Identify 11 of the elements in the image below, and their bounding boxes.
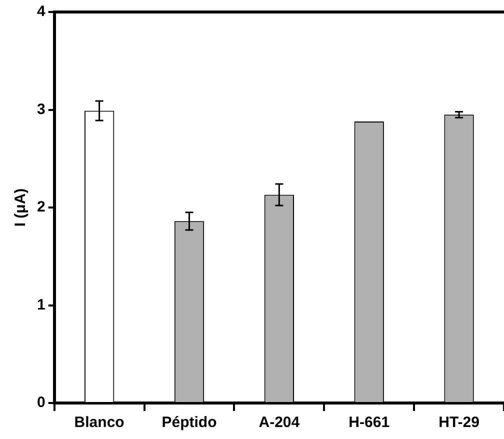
- x-tick-label: Blanco: [74, 414, 124, 432]
- y-tick-label: 1: [37, 296, 46, 314]
- x-tick-label: HT-29: [438, 414, 480, 432]
- y-tick-label: 3: [37, 100, 46, 118]
- x-tick-label: H-661: [348, 414, 390, 432]
- y-tick-label: 2: [37, 198, 46, 216]
- x-tick-label: A-204: [258, 414, 300, 432]
- y-axis-title: I (μA): [12, 188, 30, 227]
- x-tick-label: Péptido: [162, 414, 217, 432]
- y-tick-label: 4: [37, 3, 46, 20]
- y-tick-label: 0: [37, 394, 46, 412]
